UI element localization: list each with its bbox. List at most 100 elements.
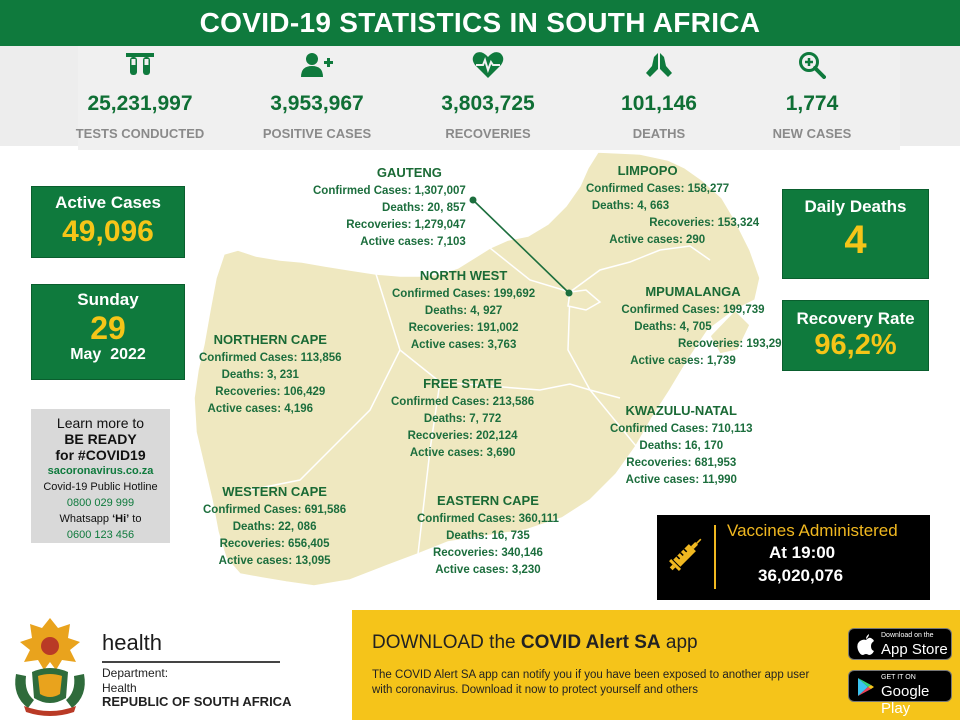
region-limpopo-recoveries: Recoveries: 153,324 <box>649 217 760 229</box>
recovery-rate-label: Recovery Rate <box>796 309 915 328</box>
app-banner-heading-bold: COVID Alert SA <box>520 632 661 653</box>
app-banner-heading: DOWNLOAD the COVID Alert SA app <box>372 632 698 654</box>
stat-recoveries-value: 3,803,725 <box>441 92 535 115</box>
vaccines-box: Vaccines Administered At 19:00 36,020,07… <box>657 515 930 600</box>
region-kwazulu-natal-confirmed: Confirmed Cases: 710,113 <box>610 423 753 435</box>
date-month-year: May 2022 <box>70 346 146 363</box>
region-eastern-cape: EASTERN CAPE Confirmed Cases: 360,111 De… <box>417 491 559 579</box>
learn-more-hotline: 0800 029 999 <box>66 497 135 509</box>
region-north-west-recoveries: Recoveries: 191,002 <box>408 322 519 334</box>
region-north-west-active: Active cases: 3,763 <box>410 339 517 351</box>
region-kwazulu-natal-recoveries: Recoveries: 681,953 <box>626 457 737 469</box>
date-weekday: Sunday <box>77 290 139 309</box>
region-kwazulu-natal-deaths: Deaths: 16, 170 <box>639 440 724 452</box>
region-northern-cape-confirmed: Confirmed Cases: 113,856 <box>199 352 342 364</box>
learn-more-whatsapp-prefix: Whatsapp <box>59 513 113 525</box>
date-box: Sunday 29 May 2022 <box>31 284 185 380</box>
region-north-west-name: NORTH WEST <box>419 268 508 283</box>
region-north-west-deaths: Deaths: 4, 927 <box>424 305 503 317</box>
active-cases-value: 49,096 <box>62 215 154 248</box>
region-gauteng-active: Active cases: 7,103 <box>360 236 466 248</box>
learn-more-line3: for #COVID19 <box>55 447 146 463</box>
region-limpopo-confirmed: Confirmed Cases: 158,277 <box>586 183 730 195</box>
region-free-state-recoveries: Recoveries: 202,124 <box>407 430 518 442</box>
recovery-rate-box: Recovery Rate 96,2% <box>782 300 929 371</box>
department-line2: Health <box>102 681 137 695</box>
syringe-icon <box>665 533 707 580</box>
stat-tests: 25,231,997 TESTS CONDUCTED <box>55 50 225 141</box>
south-africa-map <box>193 151 761 587</box>
learn-more-whatsapp: Whatsapp ‘Hi’ to <box>31 511 170 527</box>
region-northern-cape-deaths: Deaths: 3, 231 <box>221 369 299 381</box>
learn-more-whatsapp-suffix: to <box>129 513 142 525</box>
region-limpopo-active: Active cases: 290 <box>609 234 706 246</box>
daily-deaths-label: Daily Deaths <box>804 197 907 216</box>
learn-more-hotline-label: Covid-19 Public Hotline <box>43 481 158 493</box>
region-western-cape: WESTERN CAPE Confirmed Cases: 691,586 De… <box>203 482 346 570</box>
region-northern-cape: NORTHERN CAPE Confirmed Cases: 113,856 D… <box>199 330 342 418</box>
app-download-banner: DOWNLOAD the COVID Alert SA app The COVI… <box>352 610 960 720</box>
region-western-cape-deaths: Deaths: 22, 086 <box>232 521 317 533</box>
zoom-plus-icon <box>727 50 897 80</box>
department-brand: health <box>102 630 162 655</box>
region-mpumalanga: MPUMALANGA Confirmed Cases: 199,739 Deat… <box>598 282 788 370</box>
learn-more-line1: Learn more to <box>56 415 145 431</box>
stat-positive: 3,953,967 POSITIVE CASES <box>232 50 402 141</box>
active-cases-label: Active Cases <box>55 193 161 212</box>
google-play-button[interactable]: GET IT ON Google Play <box>848 670 952 717</box>
stat-recoveries-label: RECOVERIES <box>445 126 531 141</box>
daily-deaths-box: Daily Deaths 4 <box>782 189 929 279</box>
date-day: 29 <box>90 310 126 346</box>
stat-deaths-value: 101,146 <box>621 92 697 115</box>
add-user-icon <box>232 50 402 80</box>
learn-more-whatsapp-number: 0600 123 456 <box>66 529 135 541</box>
app-banner-text: The COVID Alert SA app can notify you if… <box>372 669 810 696</box>
region-kwazulu-natal: KWAZULU-NATAL Confirmed Cases: 710,113 D… <box>610 401 753 489</box>
region-western-cape-recoveries: Recoveries: 656,405 <box>219 538 330 550</box>
vaccines-time: At 19:00 <box>769 543 836 562</box>
region-north-west: NORTH WEST Confirmed Cases: 199,692 Deat… <box>392 266 535 354</box>
department-divider <box>102 661 280 663</box>
google-play-label: Google Play <box>881 683 930 717</box>
test-tubes-icon <box>55 50 225 80</box>
region-free-state-deaths: Deaths: 7, 772 <box>423 413 502 425</box>
region-western-cape-confirmed: Confirmed Cases: 691,586 <box>203 504 347 516</box>
app-store-button[interactable]: Download on the App Store <box>848 628 952 660</box>
region-gauteng-confirmed: Confirmed Cases: 1,307,007 <box>313 185 466 197</box>
region-limpopo-deaths: Deaths: 4, 663 <box>591 200 670 212</box>
coat-of-arms-logo <box>10 614 90 720</box>
app-banner-heading-suffix: app <box>660 632 698 653</box>
region-eastern-cape-deaths: Deaths: 16, 735 <box>446 530 530 542</box>
google-play-icon <box>857 677 875 702</box>
praying-hands-icon <box>574 50 744 80</box>
region-eastern-cape-active: Active cases: 3,230 <box>435 564 541 576</box>
region-free-state: FREE STATE Confirmed Cases: 213,586 Deat… <box>391 374 534 462</box>
region-northern-cape-name: NORTHERN CAPE <box>213 332 327 347</box>
stat-recoveries: 3,803,725 RECOVERIES <box>403 50 573 141</box>
region-mpumalanga-recoveries: Recoveries: 193,295 <box>678 338 788 350</box>
region-mpumalanga-deaths: Deaths: 4, 705 <box>634 321 712 333</box>
learn-more-box: Learn more to BE READY for #COVID19 saco… <box>31 409 170 543</box>
stat-positive-value: 3,953,967 <box>270 92 364 115</box>
stat-new-cases: 1,774 NEW CASES <box>727 50 897 141</box>
region-free-state-confirmed: Confirmed Cases: 213,586 <box>391 396 535 408</box>
region-northern-cape-active: Active cases: 4,196 <box>207 403 314 415</box>
learn-more-site-link[interactable]: sacoronavirus.co.za <box>47 465 154 477</box>
stat-positive-label: POSITIVE CASES <box>262 126 372 141</box>
vaccines-title: Vaccines Administered <box>727 521 898 540</box>
daily-deaths-value: 4 <box>844 218 867 262</box>
region-gauteng-recoveries: Recoveries: 1,279,047 <box>346 219 466 231</box>
learn-more-whatsapp-word: ‘Hi’ <box>112 513 130 525</box>
region-western-cape-active: Active cases: 13,095 <box>218 555 331 567</box>
region-mpumalanga-confirmed: Confirmed Cases: 199,739 <box>621 304 765 316</box>
learn-more-line2: BE READY <box>64 431 137 447</box>
page-title: COVID-19 STATISTICS IN SOUTH AFRICA <box>0 0 960 46</box>
region-north-west-confirmed: Confirmed Cases: 199,692 <box>392 288 536 300</box>
region-limpopo: LIMPOPO Confirmed Cases: 158,277 Deaths:… <box>586 161 759 249</box>
stat-new-cases-label: NEW CASES <box>772 126 852 141</box>
region-western-cape-name: WESTERN CAPE <box>222 484 327 499</box>
region-mpumalanga-active: Active cases: 1,739 <box>630 355 736 367</box>
region-gauteng: GAUTENG Confirmed Cases: 1,307,007 Death… <box>313 163 466 251</box>
region-kwazulu-natal-active: Active cases: 11,990 <box>625 474 737 486</box>
stat-deaths-label: DEATHS <box>632 126 686 141</box>
